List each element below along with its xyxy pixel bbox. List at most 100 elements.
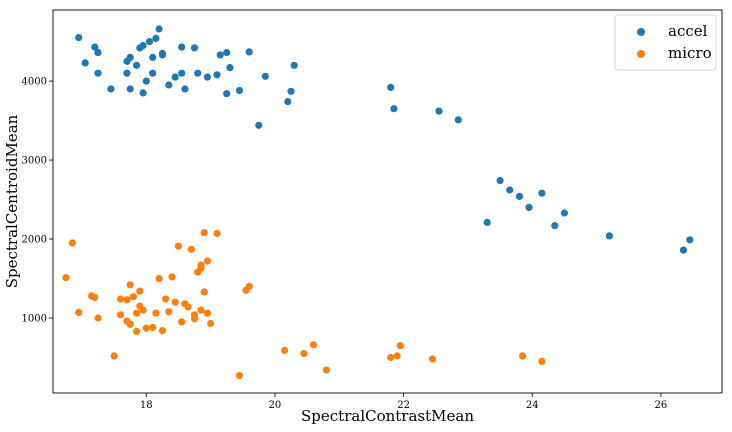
point-micro-8 xyxy=(116,311,125,319)
x-tick-label-22: 22 xyxy=(397,400,410,411)
point-accel-45 xyxy=(454,116,462,124)
point-micro-17 xyxy=(136,287,144,295)
point-accel-7 xyxy=(126,53,134,62)
point-accel-43 xyxy=(390,105,398,113)
point-accel-17 xyxy=(149,53,157,62)
point-micro-29 xyxy=(178,318,186,326)
point-accel-50 xyxy=(525,203,533,211)
point-accel-2 xyxy=(91,43,99,51)
point-accel-52 xyxy=(551,222,559,230)
point-accel-25 xyxy=(178,69,186,77)
point-micro-2 xyxy=(75,308,83,317)
point-micro-38 xyxy=(197,306,205,314)
x-tick-label-26: 26 xyxy=(655,400,668,411)
x-tick-label-18: 18 xyxy=(140,400,153,411)
point-micro-18 xyxy=(139,306,147,314)
point-micro-41 xyxy=(203,257,211,265)
point-accel-14 xyxy=(139,89,147,97)
point-accel-30 xyxy=(213,71,221,79)
point-micro-9 xyxy=(123,296,131,304)
point-micro-10 xyxy=(126,281,134,289)
data-points xyxy=(62,25,694,380)
point-micro-14 xyxy=(133,309,141,317)
point-micro-26 xyxy=(168,273,176,281)
y-tick-label-2000: 2000 xyxy=(22,235,47,246)
point-accel-35 xyxy=(235,86,244,95)
legend-marker-micro xyxy=(637,50,645,58)
point-micro-23 xyxy=(158,327,166,335)
legend-label-accel: accel xyxy=(668,22,708,40)
point-micro-1 xyxy=(68,239,76,247)
plot-frame xyxy=(52,9,723,394)
point-micro-44 xyxy=(213,229,221,238)
point-accel-34 xyxy=(226,64,234,72)
point-micro-56 xyxy=(519,352,527,360)
point-accel-44 xyxy=(435,107,443,115)
point-micro-6 xyxy=(110,352,118,360)
point-accel-46 xyxy=(483,218,491,226)
point-accel-26 xyxy=(181,85,189,93)
point-micro-21 xyxy=(152,309,160,317)
point-micro-31 xyxy=(184,303,192,311)
point-micro-13 xyxy=(129,293,137,301)
legend-label-micro: micro xyxy=(668,44,712,62)
point-accel-13 xyxy=(145,38,154,46)
point-accel-40 xyxy=(287,87,295,95)
point-micro-20 xyxy=(149,323,157,332)
point-micro-25 xyxy=(165,308,173,316)
y-tick-label-3000: 3000 xyxy=(22,156,47,167)
point-accel-28 xyxy=(194,69,202,77)
point-micro-28 xyxy=(174,242,182,250)
y-axis-label: SpectralCentroidMean xyxy=(3,114,21,288)
point-accel-54 xyxy=(605,232,614,240)
point-accel-39 xyxy=(284,98,292,106)
point-accel-9 xyxy=(126,85,134,93)
point-micro-53 xyxy=(393,352,401,360)
point-micro-50 xyxy=(309,341,318,349)
point-micro-57 xyxy=(538,357,546,365)
point-micro-34 xyxy=(190,315,199,323)
point-micro-40 xyxy=(200,229,208,237)
point-accel-19 xyxy=(155,25,163,33)
point-accel-24 xyxy=(178,43,186,51)
point-micro-39 xyxy=(200,288,208,296)
point-micro-45 xyxy=(235,372,244,380)
point-micro-32 xyxy=(187,245,195,253)
point-accel-15 xyxy=(142,77,150,85)
point-accel-33 xyxy=(223,90,231,98)
x-tick-label-24: 24 xyxy=(526,400,539,411)
point-micro-51 xyxy=(322,366,330,374)
point-accel-37 xyxy=(255,121,263,129)
point-accel-56 xyxy=(686,236,694,244)
point-accel-18 xyxy=(152,34,160,43)
point-micro-5 xyxy=(94,314,102,322)
point-accel-10 xyxy=(133,61,141,69)
point-accel-47 xyxy=(496,177,504,185)
point-micro-24 xyxy=(162,295,170,303)
point-accel-51 xyxy=(538,189,546,197)
point-accel-53 xyxy=(560,209,569,217)
point-accel-41 xyxy=(290,61,298,69)
point-accel-4 xyxy=(94,69,102,77)
point-micro-42 xyxy=(203,309,211,317)
point-accel-5 xyxy=(107,85,115,93)
point-accel-12 xyxy=(139,41,147,50)
y-tick-label-4000: 4000 xyxy=(22,77,47,88)
point-micro-54 xyxy=(396,342,404,350)
point-micro-55 xyxy=(428,355,437,363)
point-accel-16 xyxy=(149,69,157,77)
point-micro-0 xyxy=(62,274,70,282)
point-micro-12 xyxy=(126,320,134,328)
point-accel-22 xyxy=(165,81,173,89)
point-accel-42 xyxy=(387,83,395,91)
point-accel-1 xyxy=(81,59,89,67)
point-micro-48 xyxy=(281,346,289,354)
point-accel-49 xyxy=(515,192,524,200)
legend: accel micro xyxy=(614,14,717,71)
point-accel-38 xyxy=(261,72,269,80)
point-accel-3 xyxy=(94,49,102,57)
legend-marker-accel xyxy=(637,28,645,36)
point-micro-7 xyxy=(116,295,125,303)
point-accel-32 xyxy=(223,49,231,57)
point-micro-27 xyxy=(171,298,179,306)
